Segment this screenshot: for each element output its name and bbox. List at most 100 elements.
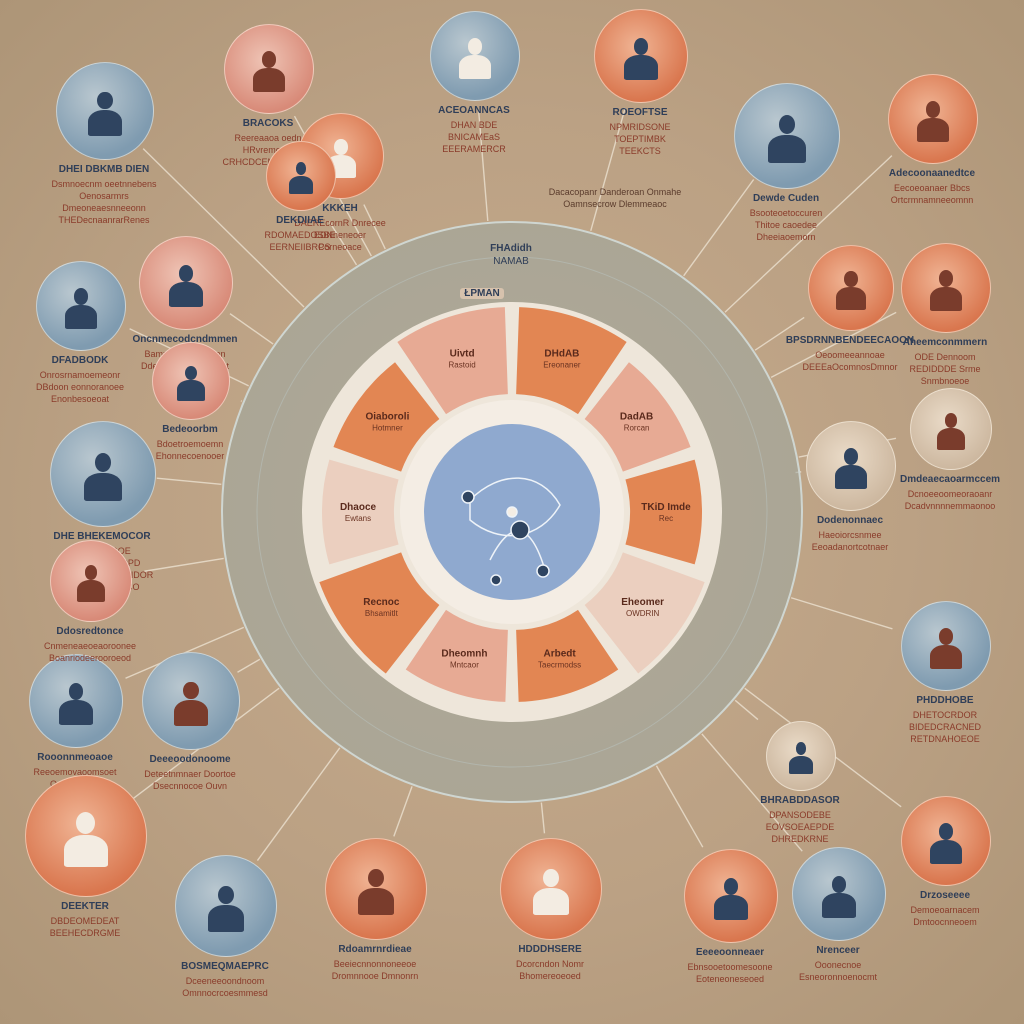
podium-icon (901, 601, 991, 691)
segment-label: Arbedt (543, 648, 576, 659)
node-text: Haeoiorcsnmee Eeoadanortcotnaer (811, 530, 889, 552)
node-title: BPSDRNNBENDEECAOON (785, 335, 915, 346)
node-title: KKKEH (322, 203, 358, 214)
hub-segment (516, 307, 627, 415)
node-title: DEEKTER (61, 901, 109, 912)
outer-ring-inner-edge (256, 256, 768, 768)
crowd-icon (139, 236, 233, 330)
connector-line (734, 699, 759, 721)
lecture-scene-icon (56, 62, 154, 160)
node-title: Ddosredtonce (56, 626, 124, 637)
lecture-scene-icon (901, 243, 991, 333)
hub-segment (516, 609, 619, 702)
node-title: DEKDIIAE (276, 215, 324, 226)
connector-line (590, 107, 626, 232)
node-text: Bsooteoetoccuren Thitoe caoedee Dheeiaoe… (749, 208, 823, 242)
hub-top-sublabel: NAMAB (493, 256, 529, 267)
hub-segment (584, 362, 691, 472)
node-title: Eeeeoonneaer (695, 947, 765, 958)
hub-segment (405, 609, 508, 702)
segment-label: Dheomnh (441, 648, 487, 659)
frame-icon (430, 11, 520, 101)
node-text: DHETOCRDOR BIDEDCRACNED RETDNAHOEOE (908, 710, 981, 744)
segment-label: Uivtd (450, 348, 475, 359)
presenter-icon (325, 838, 427, 940)
segment-sublabel: Bhsamitlt (365, 609, 399, 618)
person-portrait-icon (594, 9, 688, 103)
connector-line (328, 221, 358, 266)
segment-label: DadAB (620, 411, 653, 422)
connector-line (701, 733, 803, 852)
node-text: DBDEOMEDEAT BEEHECDRGME (49, 916, 121, 938)
node-text: Eecoeoanaer Bbcs Ortcrmnamneeomnn (890, 183, 974, 205)
node-title: DHE BHEKEMOCOR (53, 531, 151, 542)
node-text: Onrosrnamoemeonr DBdoon eonnoranoee Enon… (35, 370, 125, 404)
node-text: Oeoomeeannoae DEEEaOcomnosDmnor (802, 350, 898, 372)
node-title: Rooonnmeoaoe (37, 752, 113, 763)
node-title: BRACOKS (242, 118, 294, 129)
node-text: Demoeoarnacem Dmtoocnneoem (910, 905, 980, 927)
hub-segment (625, 459, 702, 565)
connector-line (477, 109, 489, 222)
person-portrait-icon (792, 847, 886, 941)
hub-segment (584, 552, 705, 674)
group-icon (684, 849, 778, 943)
segment-label: DHdAB (544, 348, 579, 359)
presenter-icon (734, 83, 840, 189)
node-title: Aheemconmmern (902, 337, 988, 348)
node-title: Bedeoorbm (162, 424, 218, 435)
speaker-icon (888, 74, 978, 164)
node-text: Cnmeneaeoeaoroonee Boanriodeerooroeod (43, 641, 137, 663)
node-title: ROEOFTSE (612, 107, 668, 118)
node-title: Nrenceer (816, 945, 860, 956)
document-icon (266, 141, 336, 211)
connector-line (655, 765, 704, 848)
team-scene-icon (142, 652, 240, 750)
node-text: NPMRIDSONE TOEPTIMBK TEEKCTS (609, 122, 671, 156)
segment-sublabel: Rorcan (624, 423, 650, 432)
segment-label: Eheomer (621, 597, 664, 608)
node-text: Ooonecnoe Esneoronnoenocmt (798, 960, 878, 982)
node-text: Dcnoeeoomeoraoanr Dcadvnnnnemmaonoo (904, 489, 996, 511)
seminar-icon (175, 855, 277, 957)
segment-sublabel: Taecrmodss (538, 660, 581, 669)
mid-caption: Dacacopanr Danderoan Onmahe Oamnsecrow D… (548, 187, 682, 209)
document-icon (910, 388, 992, 470)
connector-line (393, 786, 413, 837)
hub-segment (319, 552, 440, 674)
hub-top-label: FHAdidh (490, 243, 532, 254)
node-title: PHDDHOBE (916, 695, 974, 706)
person-bust-icon (25, 775, 147, 897)
node-text: Bdoetroemoemn Ehonnecoenooer (155, 439, 225, 461)
segment-label: Oiaboroli (365, 411, 409, 422)
segment-sublabel: Mntcaor (450, 660, 479, 669)
node-title: Adecoonaanedtce (888, 168, 976, 179)
node-text: Dceeneeoondnoom Omnnocrcoesmmesd (182, 976, 268, 998)
node-title: Dewde Cuden (752, 193, 820, 204)
segment-sublabel: OWDRIN (626, 609, 660, 618)
stage-icon (50, 540, 132, 622)
connector-line (683, 179, 755, 277)
node-title: BOSMEQMAEPRC (181, 961, 269, 972)
node-text: Dsmnoecnm oeetnnebens Oenosarmrs Dmeonea… (51, 179, 157, 225)
segment-sublabel: Rastoid (449, 360, 476, 369)
segment-sublabel: Rec (659, 514, 673, 523)
connector-line (724, 155, 893, 313)
node-title: Dodenonnaec (816, 515, 884, 526)
connector-line (142, 148, 305, 308)
segment-label: Dhaoce (340, 502, 377, 513)
node-title: BHRABDDASOR (760, 795, 840, 806)
node-title: Dmdeaecaoarmccem (899, 474, 1001, 485)
crowd-icon (901, 796, 991, 886)
hub-tag: ŁPMAN (460, 288, 504, 299)
node-title: Oncnmecodcndmmen (132, 334, 238, 345)
node-title: Drzoseeee (919, 890, 971, 901)
node-title: HDDDHSERE (518, 944, 582, 955)
speaker-icon (29, 654, 123, 748)
node-title: Rdoamrnrdieae (338, 944, 412, 955)
segment-sublabel: Ereonaner (543, 360, 581, 369)
team-meeting-icon (224, 24, 314, 114)
frame-icon (766, 721, 836, 791)
segment-sublabel: Ewtans (345, 514, 371, 523)
